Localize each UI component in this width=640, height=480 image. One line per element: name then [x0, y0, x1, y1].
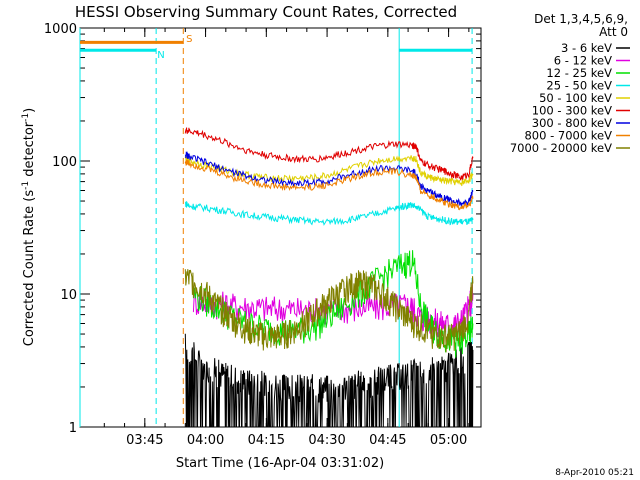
x-tick-label: 03:45: [126, 433, 163, 448]
x-tick-label: 04:30: [308, 433, 345, 448]
x-tick-label: 04:15: [248, 433, 285, 448]
chart-title: HESSI Observing Summary Count Rates, Cor…: [75, 3, 457, 21]
x-tick-label: 04:00: [187, 433, 224, 448]
y-tick-label: 1: [69, 421, 77, 436]
footer-date: 8-Apr-2010 05:21: [555, 468, 634, 478]
y-axis: 1 10 100 1000: [44, 22, 481, 436]
legend-entry-label: 12 - 25 keV: [546, 66, 612, 80]
series-lines: [184, 127, 474, 428]
legend-header-detectors: Det 1,3,4,5,6,9,: [534, 12, 628, 26]
series-line: [185, 201, 474, 226]
y-tick-label: 10: [60, 288, 77, 303]
legend-entry-label: 300 - 800 keV: [532, 116, 612, 130]
series-line: [184, 333, 474, 428]
y-tick-label: 100: [52, 155, 77, 170]
legend-entry-label: 6 - 12 keV: [554, 54, 612, 68]
series-line: [184, 127, 474, 181]
x-tick-label: 04:45: [369, 433, 406, 448]
y-tick-label: 1000: [44, 22, 77, 37]
flag-label: N: [157, 50, 164, 61]
series-line: [192, 284, 474, 339]
flag-label: S: [186, 34, 192, 45]
legend-entry-label: 100 - 300 keV: [532, 104, 612, 118]
x-axis-label: Start Time (16-Apr-04 03:31:02): [176, 456, 384, 471]
legend-entry-label: 800 - 7000 keV: [524, 129, 612, 143]
x-tick-label: 05:00: [430, 433, 467, 448]
legend-header-attenuator: Att 0: [599, 25, 628, 39]
legend-entry-label: 25 - 50 keV: [546, 79, 612, 93]
x-axis: 03:45 04:00 04:15 04:30 04:45 05:00: [103, 28, 470, 448]
legend-entry-label: 7000 - 20000 keV: [510, 141, 612, 155]
series-line: [184, 269, 474, 353]
series-line: [184, 159, 474, 211]
legend-entry-label: 50 - 100 keV: [539, 91, 612, 105]
legend-entry-label: 3 - 6 keV: [561, 41, 612, 55]
y-axis-label: Corrected Count Rate (s-1 detector-1): [21, 108, 37, 346]
series-line: [184, 151, 474, 207]
